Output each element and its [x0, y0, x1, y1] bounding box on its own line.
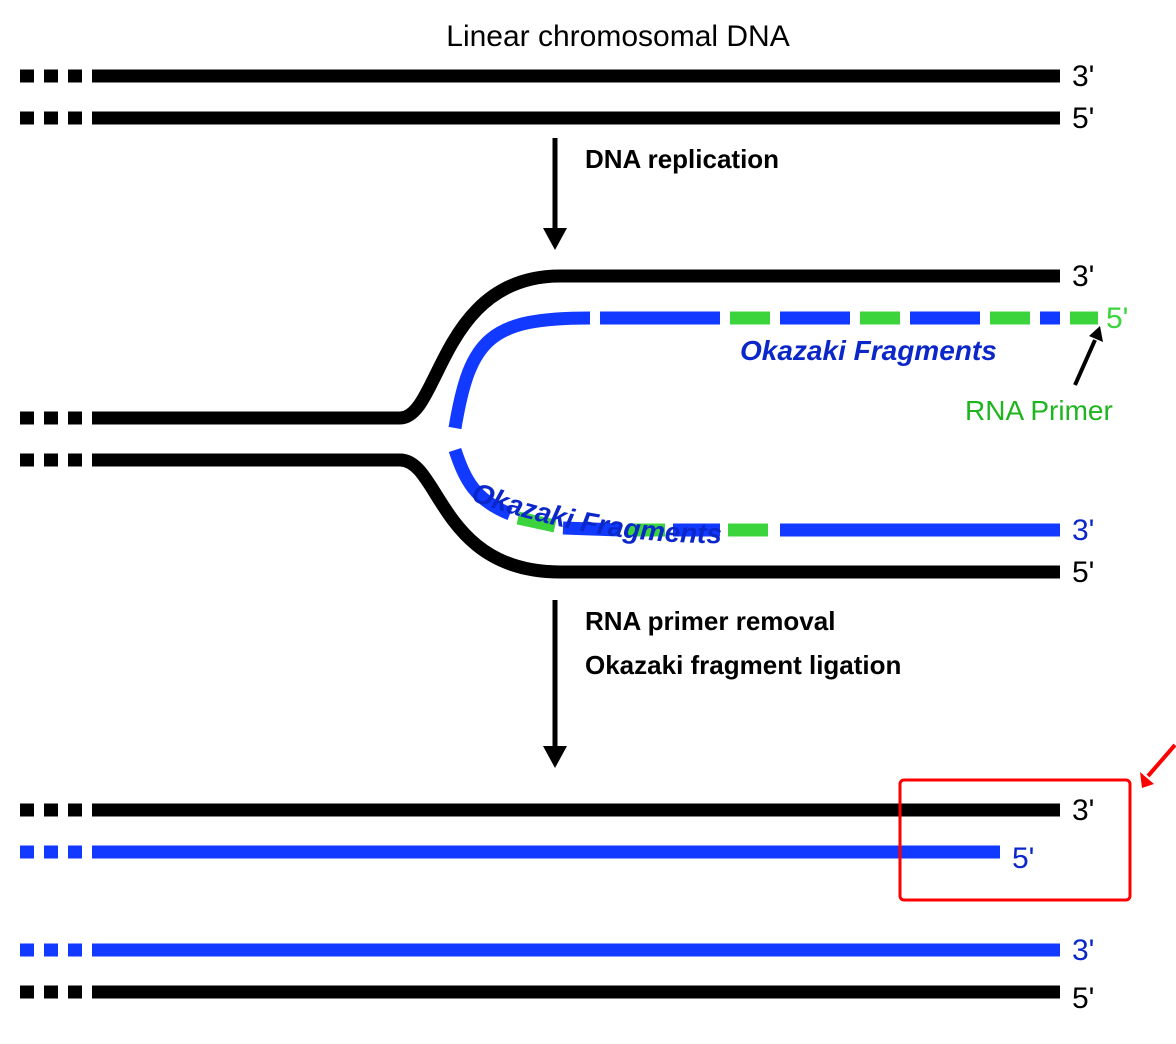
diagram-title: Linear chromosomal DNA	[446, 20, 789, 53]
panel-replication-fork: 3' 5' 3' 5' Okazaki Fragments Okazaki Fragmen…	[20, 260, 1128, 589]
rna-primer-arrow	[1075, 326, 1103, 385]
svg-text:3': 3'	[1072, 934, 1094, 967]
okazaki-label-top: Okazaki Fragments	[740, 335, 997, 366]
svg-text:5': 5'	[1072, 556, 1094, 589]
panel-linear-dna: 3'5'	[20, 60, 1094, 135]
end-replication-problem-highlight	[900, 780, 1130, 900]
end-label-5prime: 5'	[1072, 102, 1094, 135]
panel-after-ligation: 3' 5' 3' 5'	[20, 745, 1175, 1015]
svg-text:5': 5'	[1012, 842, 1034, 875]
red-arrow	[1140, 745, 1175, 788]
process-arrow: DNA replication	[543, 138, 779, 250]
svg-text:5': 5'	[1072, 982, 1094, 1015]
rna-primer-label: RNA Primer	[965, 395, 1113, 426]
svg-text:3': 3'	[1072, 260, 1094, 293]
svg-text:3': 3'	[1072, 514, 1094, 547]
process-arrow: RNA primer removal Okazaki fragment ligat…	[543, 600, 901, 768]
svg-text:DNA replication: DNA replication	[585, 144, 779, 174]
okazaki-label-bottom: Okazaki Fragments	[468, 476, 722, 549]
svg-text:3': 3'	[1072, 794, 1094, 827]
svg-text:RNA primer removal: RNA primer removal	[585, 606, 835, 636]
svg-text:5': 5'	[1106, 302, 1128, 335]
svg-text:Okazaki fragment ligation: Okazaki fragment ligation	[585, 650, 901, 680]
end-label-3prime: 3'	[1072, 60, 1094, 93]
